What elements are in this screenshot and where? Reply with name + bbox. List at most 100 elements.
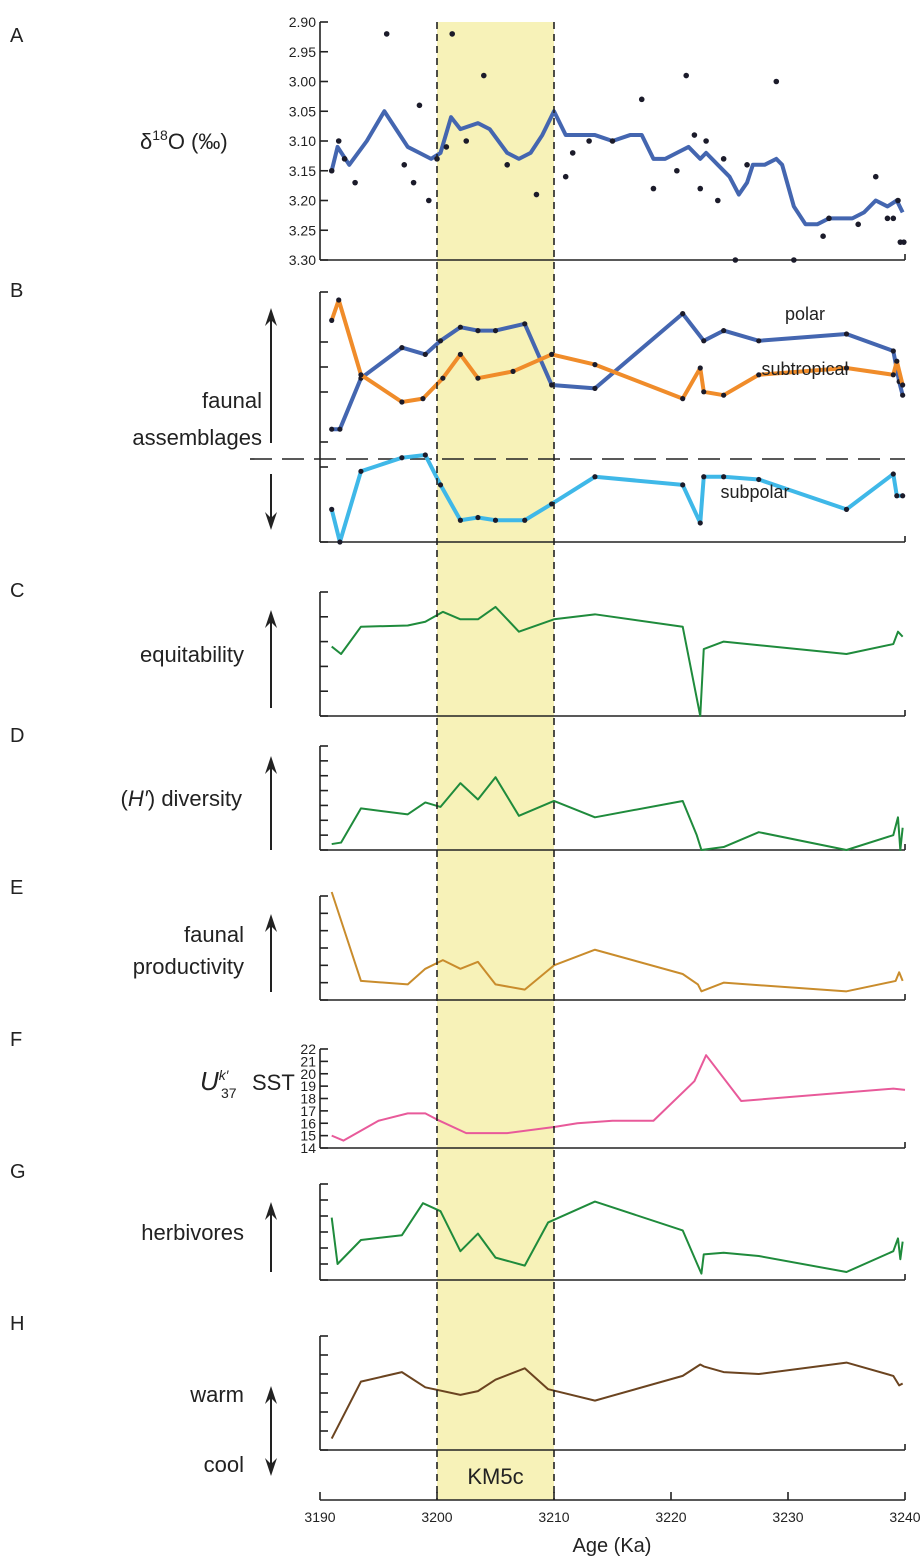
data-point [843, 365, 850, 371]
data-point [457, 517, 463, 523]
data-point [697, 520, 703, 526]
scatter-point [884, 215, 891, 222]
km5c-label: KM5c [467, 1464, 523, 1489]
data-point [510, 368, 516, 374]
data-point [329, 317, 335, 323]
scatter-point [638, 96, 645, 103]
y-axis-label-warm: warm [189, 1382, 244, 1407]
panel-d: D (H′) diversity [10, 725, 906, 851]
scatter-point [426, 197, 432, 204]
scatter-point [826, 215, 832, 222]
data-point [680, 396, 686, 402]
data-point [422, 351, 428, 357]
scatter-point [443, 144, 450, 150]
y-tick-label: 19 [300, 1078, 316, 1094]
series-label-polar: polar [785, 304, 825, 324]
data-point [701, 389, 707, 395]
y-tick-label: 21 [300, 1053, 316, 1069]
data-point [592, 362, 598, 368]
data-point [522, 321, 528, 327]
series-line [330, 1361, 904, 1440]
data-point [592, 385, 598, 391]
down-arrow-icon [265, 474, 277, 530]
scatter-point [401, 162, 408, 168]
y-tick-label: 17 [300, 1103, 316, 1119]
series-line [331, 605, 904, 717]
scatter-point [463, 138, 470, 144]
panel-letter-h: H [10, 1313, 24, 1335]
y-axis-label: (H′) diversity [121, 786, 242, 811]
data-point [457, 324, 463, 330]
scatter-point [744, 162, 750, 168]
data-point [337, 426, 343, 432]
panel-letter-a: A [10, 25, 24, 47]
data-point [900, 382, 906, 388]
series-line [331, 1054, 906, 1142]
y-tick-label: 15 [300, 1128, 316, 1144]
data-point [756, 476, 762, 483]
scatter-point [504, 162, 511, 168]
panel-letter-f: F [10, 1029, 22, 1051]
scatter-point [901, 239, 907, 245]
y-tick-label: 18 [300, 1091, 316, 1107]
scatter-point [773, 78, 780, 85]
data-point [475, 375, 481, 381]
scatter-point [691, 132, 698, 138]
x-tick-label: 3220 [655, 1509, 686, 1525]
scatter-point [569, 150, 576, 156]
scatter-point [335, 138, 342, 144]
data-point [522, 517, 528, 523]
data-point [721, 328, 727, 334]
y-axis-label-line-2: productivity [133, 954, 244, 979]
x-tick-label: 3240 [889, 1509, 920, 1525]
y-axis-label-line-1: faunal [202, 388, 262, 413]
y-tick-label: 20 [300, 1066, 316, 1082]
scatter-point [383, 31, 390, 37]
y-tick-label: 2.95 [289, 44, 316, 60]
scatter-point [341, 156, 348, 162]
scatter-point [416, 102, 423, 109]
data-point [475, 514, 481, 521]
scatter-point [855, 221, 861, 228]
panel-letter-d: D [10, 725, 24, 747]
data-point [329, 426, 335, 432]
series-label-subtropical: subtropical [761, 359, 848, 379]
y-tick-label: 3.10 [289, 133, 316, 149]
panel-letter-g: G [10, 1161, 26, 1183]
series-line [329, 109, 905, 227]
series-polar [331, 311, 905, 432]
data-point [894, 493, 900, 499]
data-point [843, 331, 850, 337]
series-line [330, 891, 904, 993]
data-point [843, 506, 850, 512]
scatter-point [533, 191, 540, 198]
scatter-point [715, 197, 721, 204]
y-axis-label: δ18O (‰) [140, 127, 228, 154]
data-point [900, 392, 906, 398]
up-arrow-icon [265, 756, 277, 850]
scatter-point [732, 257, 739, 263]
y-axis-label-line-1: faunal [184, 922, 244, 947]
data-point [701, 474, 707, 480]
y-tick-label: 3.20 [289, 193, 316, 209]
y-tick-label: 16 [300, 1115, 316, 1131]
panel-a: A 2.90 2.95 3.00 3.05 3.10 3.15 3.20 3.25 3.30 δ18… [10, 14, 907, 268]
y-tick-label: 2.90 [289, 14, 316, 30]
series-label-subpolar: subpolar [720, 482, 789, 502]
x-tick-label: 3210 [538, 1509, 569, 1525]
data-point [329, 506, 335, 512]
scatter-point [683, 72, 690, 79]
scatter-point [895, 197, 901, 204]
data-point [680, 482, 686, 488]
y-tick-label: 3.00 [289, 74, 316, 90]
x-tick-label: 3200 [421, 1509, 452, 1525]
scatter-point [697, 185, 704, 192]
data-point [399, 399, 405, 405]
y-tick-label: 22 [300, 1041, 316, 1057]
km5c-highlight [437, 22, 554, 1500]
y-tick-label: 3.15 [289, 163, 316, 179]
